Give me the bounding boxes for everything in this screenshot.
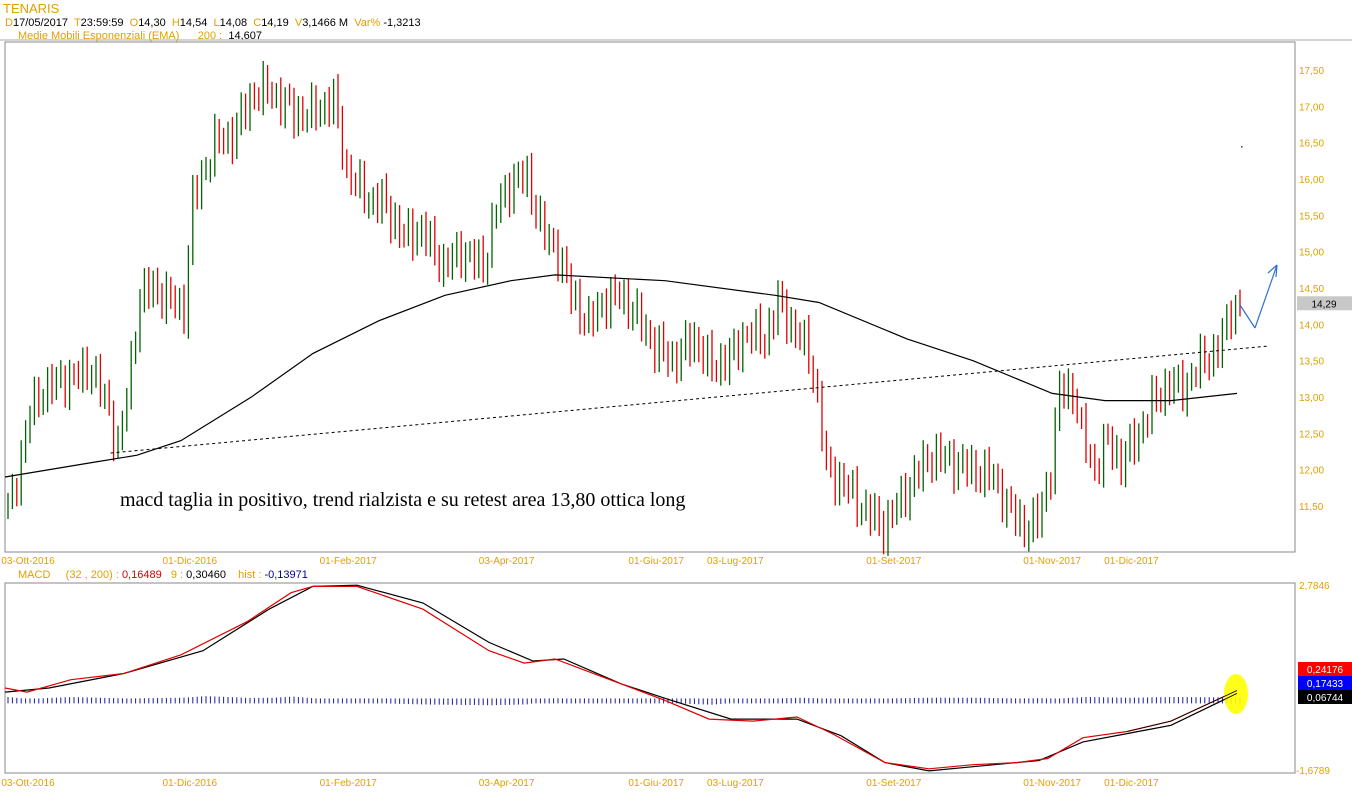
date-tick-label: 03-Apr-2017 bbox=[479, 556, 535, 567]
last-price-badge bbox=[1297, 296, 1352, 311]
date-tick-label: 01-Nov-2017 bbox=[1023, 556, 1081, 567]
price-tick-label: 14,50 bbox=[1299, 284, 1324, 295]
date-tick-label: 03-Lug-2017 bbox=[707, 778, 764, 789]
date-tick-label: 03-Lug-2017 bbox=[707, 556, 764, 567]
date-tick-label: 03-Ott-2016 bbox=[1, 778, 55, 789]
price-tick-label: 13,00 bbox=[1299, 393, 1324, 404]
stray-dot bbox=[1241, 146, 1243, 148]
ohlc-readout: D17/05/2017 T23:59:59 O14,30 H14,54 L14,… bbox=[5, 17, 421, 29]
macd-legend: MACD (32 , 200) : 0,16489 9 : 0,30460 hi… bbox=[18, 569, 308, 581]
ema-legend: Medie Mobili Esponenziali (EMA) 200 : 14… bbox=[18, 30, 262, 42]
date-tick-label: 01-Feb-2017 bbox=[320, 556, 378, 567]
price-tick-label: 11,50 bbox=[1299, 502, 1324, 513]
macd-panel-frame bbox=[4, 582, 1296, 774]
price-tick-label: 15,00 bbox=[1299, 248, 1324, 259]
date-tick-label: 01-Feb-2017 bbox=[320, 778, 378, 789]
price-tick-label: 17,50 bbox=[1299, 66, 1324, 77]
price-tick-label: 12,00 bbox=[1299, 466, 1324, 477]
macd-value-badge bbox=[1298, 676, 1352, 690]
date-tick-label: 01-Giu-2017 bbox=[628, 556, 684, 567]
price-tick-label: 14,00 bbox=[1299, 320, 1324, 331]
macd-max-label: 2,7846 bbox=[1299, 581, 1330, 592]
macd-value-label: 0,24176 bbox=[1307, 665, 1344, 676]
date-tick-label: 01-Dic-2016 bbox=[163, 778, 218, 789]
symbol-title: TENARIS bbox=[3, 1, 60, 16]
date-tick-label: 01-Dic-2017 bbox=[1104, 778, 1159, 789]
date-tick-label: 03-Apr-2017 bbox=[479, 778, 535, 789]
price-tick-label: 16,00 bbox=[1299, 175, 1324, 186]
last-price-label: 14,29 bbox=[1311, 299, 1336, 310]
ema200-line bbox=[4, 274, 1238, 478]
date-tick-label: 01-Set-2017 bbox=[866, 778, 921, 789]
price-tick-label: 13,50 bbox=[1299, 357, 1324, 368]
macd-min-label: -1,6789 bbox=[1296, 766, 1330, 777]
signal-line bbox=[4, 584, 1238, 772]
price-tick-label: 12,50 bbox=[1299, 429, 1324, 440]
macd-value-badge bbox=[1298, 690, 1352, 704]
price-panel-frame bbox=[4, 41, 1296, 553]
date-tick-label: 03-Ott-2016 bbox=[1, 556, 55, 567]
projection-arrow bbox=[1239, 264, 1278, 329]
chart-annotation: macd taglia in positivo, trend rialzista… bbox=[120, 489, 686, 511]
price-tick-label: 17,00 bbox=[1299, 102, 1324, 113]
macd-value-label: 0,17433 bbox=[1307, 679, 1344, 690]
crossover-lines bbox=[1126, 690, 1238, 734]
price-tick-label: 16,50 bbox=[1299, 139, 1324, 150]
macd-value-badge bbox=[1298, 662, 1352, 676]
macd-value-label: 0,06744 bbox=[1307, 693, 1344, 704]
price-tick-label: 15,50 bbox=[1299, 211, 1324, 222]
date-tick-label: 01-Giu-2017 bbox=[628, 778, 684, 789]
date-tick-label: 01-Dic-2017 bbox=[1104, 556, 1159, 567]
date-tick-label: 01-Nov-2017 bbox=[1023, 778, 1081, 789]
date-tick-label: 01-Set-2017 bbox=[866, 556, 921, 567]
support-trendline bbox=[110, 345, 1268, 454]
macd-line bbox=[4, 585, 1238, 770]
date-tick-label: 01-Dic-2016 bbox=[163, 556, 218, 567]
